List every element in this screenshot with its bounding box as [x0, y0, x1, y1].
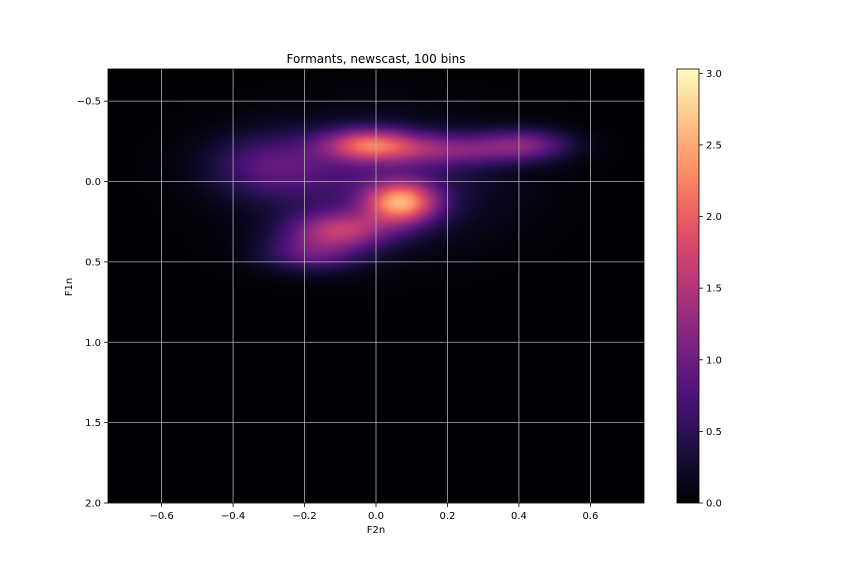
colorbar-tick-label: 1.0 [706, 355, 722, 366]
colorbar-ticks: 0.0 0.5 1.0 1.5 2.0 2.5 3.0 [699, 69, 722, 510]
x-axis: −0.6 −0.4 −0.2 0.0 0.2 0.4 0.6 [149, 503, 598, 522]
chart-title: Formants, newscast, 100 bins [287, 52, 466, 66]
y-tick-label: −0.5 [77, 97, 101, 108]
colorbar-tick-label: 2.5 [706, 140, 722, 151]
y-axis: −0.5 0.0 0.5 1.0 1.5 2.0 [77, 97, 108, 510]
colorbar-tick-label: 2.0 [706, 212, 722, 223]
colorbar-tick-label: 0.0 [706, 499, 722, 510]
x-tick-label: −0.2 [292, 511, 316, 522]
y-axis-label: F1n [64, 278, 75, 296]
x-tick-label: 0.0 [368, 511, 384, 522]
x-tick-label: 0.6 [582, 511, 598, 522]
colorbar-gradient [677, 69, 699, 503]
colorbar-tick-label: 1.5 [706, 284, 722, 295]
x-axis-label: F2n [367, 525, 385, 536]
colorbar-tick-label: 3.0 [706, 69, 722, 80]
plot-area [107, 68, 645, 504]
y-tick-label: 0.0 [85, 177, 101, 188]
x-tick-label: 0.4 [511, 511, 527, 522]
y-tick-label: 2.0 [85, 499, 101, 510]
colorbar-frame [676, 68, 700, 504]
colorbar-tick-label: 0.5 [706, 427, 722, 438]
x-tick-label: −0.6 [149, 511, 173, 522]
y-tick-label: 1.5 [85, 418, 101, 429]
y-tick-label: 1.0 [85, 338, 101, 349]
x-tick-label: −0.4 [221, 511, 245, 522]
x-tick-label: 0.2 [440, 511, 456, 522]
y-tick-label: 0.5 [85, 257, 101, 268]
colorbar: 0.0 0.5 1.0 1.5 2.0 2.5 3.0 [676, 68, 722, 510]
